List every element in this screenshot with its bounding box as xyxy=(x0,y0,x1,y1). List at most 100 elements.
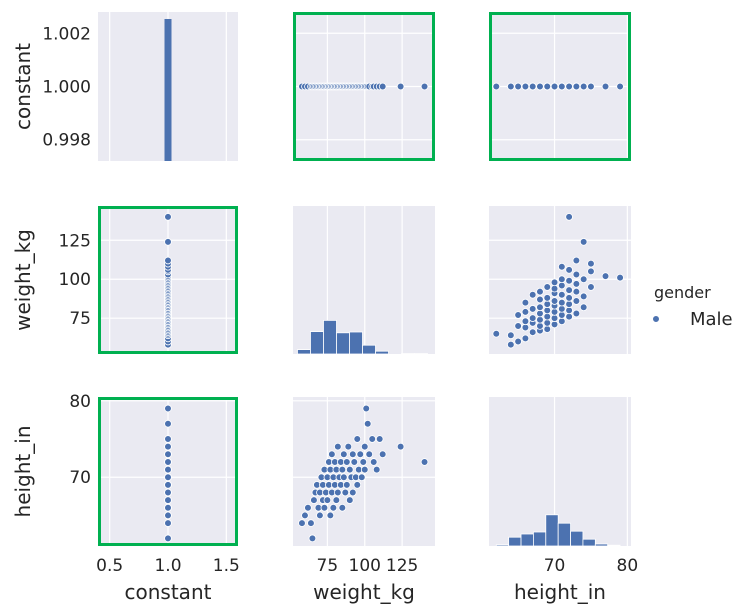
scatter-point xyxy=(587,82,595,91)
scatter-point xyxy=(320,503,329,512)
y-tick-label: 1.000 xyxy=(42,78,91,98)
scatter-point xyxy=(550,284,559,293)
scatter-point xyxy=(326,511,335,520)
panel-r1-c1 xyxy=(293,206,435,354)
histogram-bar xyxy=(349,331,363,354)
panel-content xyxy=(495,397,628,546)
scatter-point xyxy=(164,238,172,246)
y-axis-label: height_in xyxy=(11,426,35,518)
scatter-point xyxy=(543,312,552,321)
histogram-bar xyxy=(375,350,389,354)
y-axis-label: weight_kg xyxy=(11,229,35,331)
scatter-point xyxy=(350,458,359,466)
histogram-bar xyxy=(297,349,311,354)
y-axis-label: constant xyxy=(11,43,35,130)
scatter-point xyxy=(308,534,317,543)
legend-entry: Male xyxy=(690,309,733,330)
histogram-bar xyxy=(362,344,376,354)
scatter-point xyxy=(565,312,573,321)
x-tick-label: 0.5 xyxy=(96,556,123,576)
scatter-point xyxy=(514,322,522,330)
scatter-point xyxy=(565,306,573,315)
panel-r2-c2 xyxy=(489,397,631,546)
panel-r1-c0 xyxy=(98,206,238,354)
scatter-point xyxy=(543,82,552,91)
scatter-point xyxy=(343,481,351,489)
x-axis-label: height_in xyxy=(514,580,606,604)
scatter-point xyxy=(514,337,522,346)
histogram-bar xyxy=(545,514,559,546)
scatter-point xyxy=(521,308,530,316)
highlight-border xyxy=(293,12,435,161)
scatter-point xyxy=(507,340,515,349)
scatter-point xyxy=(558,317,566,326)
scatter-point xyxy=(360,465,369,474)
scatter-point xyxy=(164,465,172,474)
scatter-point xyxy=(550,82,559,91)
scatter-point xyxy=(565,276,573,285)
scatter-point xyxy=(565,213,573,221)
x-tick-label: 70 xyxy=(544,556,566,576)
scatter-point xyxy=(323,496,332,504)
panel-content xyxy=(293,12,435,161)
scatter-point xyxy=(375,435,384,443)
scatter-point xyxy=(353,481,362,489)
scatter-point xyxy=(528,305,537,313)
highlight-border xyxy=(98,206,238,354)
scatter-point xyxy=(378,82,387,91)
scatter-point xyxy=(164,481,172,489)
histogram-bar xyxy=(582,538,596,546)
scatter-point xyxy=(164,442,172,451)
scatter-point xyxy=(587,267,595,276)
y-tick-label: 100 xyxy=(59,270,91,290)
scatter-point xyxy=(550,308,559,316)
scatter-point xyxy=(558,298,566,307)
panel-r0-c1 xyxy=(293,12,435,161)
scatter-point xyxy=(565,266,573,274)
panel-r0-c2 xyxy=(489,12,631,161)
scatter-point xyxy=(363,419,372,428)
panel-content xyxy=(297,206,428,354)
scatter-point xyxy=(528,290,537,299)
y-tick-label: 1.002 xyxy=(42,24,91,44)
scatter-point xyxy=(572,297,581,305)
panel-r1-c2 xyxy=(489,206,631,354)
scatter-point xyxy=(521,82,530,91)
scatter-point xyxy=(396,442,405,451)
scatter-point xyxy=(332,496,341,504)
scatter-point xyxy=(579,292,588,301)
scatter-point xyxy=(492,329,501,338)
scatter-point xyxy=(341,488,350,497)
scatter-point xyxy=(334,442,342,451)
scatter-point xyxy=(521,317,530,326)
scatter-point xyxy=(507,82,515,91)
scatter-point xyxy=(348,488,357,497)
panel-content xyxy=(489,12,631,161)
scatter-point xyxy=(550,320,559,329)
panel-content xyxy=(293,397,435,546)
scatter-point xyxy=(543,325,552,333)
scatter-point xyxy=(164,435,172,443)
scatter-point xyxy=(528,82,537,91)
scatter-point xyxy=(420,458,429,466)
scatter-point xyxy=(601,82,610,91)
histogram-bar xyxy=(533,531,547,546)
scatter-point xyxy=(420,82,429,91)
scatter-point xyxy=(543,300,552,308)
histogram-bar xyxy=(594,543,609,546)
scatter-point xyxy=(550,314,559,322)
scatter-point xyxy=(543,319,552,327)
scatter-point xyxy=(164,519,172,527)
scatter-point xyxy=(550,278,559,287)
histogram-bar xyxy=(164,19,172,161)
histogram-bar xyxy=(607,544,621,546)
scatter-point xyxy=(353,435,362,443)
scatter-point xyxy=(164,534,172,543)
scatter-point xyxy=(536,82,544,91)
scatter-point xyxy=(492,82,501,91)
scatter-point xyxy=(348,450,357,459)
scatter-point xyxy=(514,311,522,319)
scatter-point xyxy=(558,262,566,271)
histogram-bar xyxy=(508,536,522,546)
scatter-point xyxy=(543,294,552,302)
